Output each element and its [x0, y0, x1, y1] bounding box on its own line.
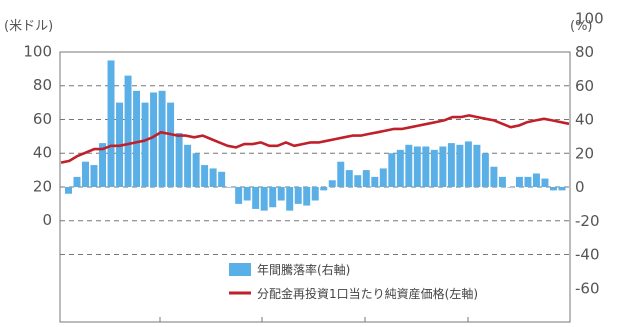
right-tick-label: 80: [575, 43, 594, 61]
nav-line: [60, 114, 570, 164]
left-tick-label: 80: [33, 76, 52, 94]
bar: [439, 146, 447, 187]
bar: [175, 133, 183, 187]
right-tick-label: 40: [575, 111, 594, 129]
right-tick-label: -60: [575, 279, 600, 297]
right-axis-unit: (%): [570, 19, 593, 34]
bar: [464, 141, 472, 187]
bar: [294, 187, 302, 204]
bar: [388, 153, 396, 187]
bar: [371, 176, 379, 187]
left-tick-label: 20: [33, 177, 52, 195]
bar: [405, 144, 413, 187]
bar: [150, 92, 158, 187]
line-series: [60, 114, 570, 164]
bar: [498, 176, 506, 187]
bar: [269, 187, 277, 208]
right-tick-label: -20: [575, 212, 600, 230]
bar: [73, 176, 81, 187]
bar: [107, 60, 115, 187]
bar: [481, 153, 489, 187]
bar: [362, 170, 370, 187]
bar: [379, 168, 387, 187]
right-tick-label: -40: [575, 246, 600, 264]
bar: [337, 161, 345, 187]
bar: [328, 180, 336, 187]
bar: [311, 187, 319, 201]
bar: [226, 187, 234, 188]
left-tick-label: 0: [42, 211, 52, 229]
bar-series: [65, 60, 566, 211]
bar: [218, 171, 226, 187]
left-tick-label: 40: [33, 144, 52, 162]
legend-bar-swatch: [229, 263, 251, 276]
legend-line-label: 分配金再投資1口当たり純資産価格(左軸): [257, 286, 478, 301]
bar: [167, 102, 175, 187]
bar: [430, 149, 438, 187]
x-axis-ticks: [159, 317, 469, 322]
bar: [141, 102, 149, 187]
bar: [354, 175, 362, 187]
bar: [260, 187, 268, 211]
bar: [490, 166, 498, 187]
bar: [133, 90, 141, 187]
bar: [201, 165, 209, 187]
bar: [65, 187, 72, 194]
bar: [345, 170, 353, 187]
bar: [396, 149, 404, 187]
bar: [447, 143, 455, 187]
bar: [252, 187, 260, 209]
bar: [82, 161, 89, 187]
bar: [286, 187, 294, 211]
legend: 年間騰落率(右軸) 分配金再投資1口当たり純資産価格(左軸): [229, 262, 478, 301]
right-tick-label: 100: [575, 9, 604, 27]
bar: [158, 90, 166, 187]
bar: [243, 187, 251, 201]
bar: [209, 168, 217, 187]
bar: [320, 187, 328, 191]
bar: [541, 178, 549, 187]
bar: [277, 187, 285, 201]
bar: [515, 176, 523, 187]
bar: [549, 187, 557, 191]
right-tick-label: 20: [575, 144, 594, 162]
bar: [524, 176, 532, 187]
bar: [192, 153, 200, 187]
left-tick-label: 60: [33, 110, 52, 128]
legend-bar-label: 年間騰落率(右軸): [257, 262, 350, 277]
bar: [303, 187, 311, 206]
left-axis-unit: (米ドル): [4, 19, 53, 34]
left-tick-label: 100: [23, 42, 52, 60]
bar: [235, 187, 243, 204]
left-axis: 0 20 40 60 80 100: [23, 42, 52, 229]
bar: [99, 143, 107, 187]
bar: [532, 173, 540, 187]
bar: [456, 144, 464, 187]
bar: [124, 75, 132, 187]
bar: [90, 165, 98, 187]
right-axis: -60 -40 -20 0 20 40 60 80 100: [575, 9, 604, 297]
bar: [413, 146, 421, 187]
bar: [422, 146, 430, 187]
right-tick-label: 60: [575, 77, 594, 95]
right-tick-label: 0: [575, 178, 585, 196]
bar: [184, 144, 192, 187]
bar: [473, 144, 481, 187]
bar: [558, 187, 566, 191]
bar: [507, 187, 515, 188]
